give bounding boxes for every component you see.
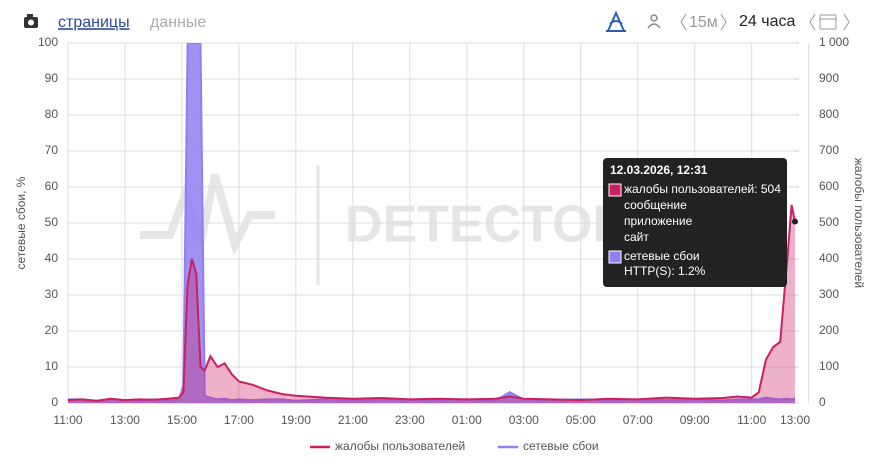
y-tick-label: 60 xyxy=(45,179,59,193)
series xyxy=(68,43,796,403)
x-tick-label: 01:00 xyxy=(452,413,482,427)
x-tick-label: 21:00 xyxy=(338,413,368,427)
tooltip-box xyxy=(603,158,787,287)
x-tick-label: 11:00 xyxy=(737,413,766,427)
x-tick-label: 11:00 xyxy=(53,413,82,427)
y2-axis-title: жалобы пользователей xyxy=(852,158,866,288)
x-tick-label: 13:00 xyxy=(110,413,140,427)
y2-tick-label: 900 xyxy=(819,71,839,85)
tooltip-line: жалобы пользователей: 504 xyxy=(624,182,781,196)
x-tick-label: 03:00 xyxy=(509,413,539,427)
y-tick-label: 80 xyxy=(45,107,59,121)
tooltip-line: HTTP(S): 1.2% xyxy=(624,264,706,278)
interval: 15м xyxy=(689,14,718,31)
legend-label[interactable]: жалобы пользователей xyxy=(335,439,465,453)
chart-mode-icon[interactable] xyxy=(606,10,626,32)
tooltip-line: приложение xyxy=(624,214,693,228)
x-tick-label: 23:00 xyxy=(395,413,425,427)
line xyxy=(68,43,796,403)
y-tick-label: 30 xyxy=(45,287,59,301)
tooltip-swatch xyxy=(608,183,622,197)
y2-tick-label: 800 xyxy=(819,107,839,121)
x-tick-label: 13:00 xyxy=(780,413,810,427)
y2-tick-label: 0 xyxy=(819,395,826,409)
tab-data[interactable]: данные xyxy=(150,14,206,31)
calendar-switch[interactable] xyxy=(809,13,850,31)
x-tick-label: 17:00 xyxy=(224,413,254,427)
y-tick-label: 40 xyxy=(45,251,59,265)
x-tick-label: 09:00 xyxy=(680,413,710,427)
series xyxy=(68,204,796,403)
y-tick-label: 90 xyxy=(45,71,59,85)
tooltip-line: сайт xyxy=(624,230,649,244)
y-tick-label: 70 xyxy=(45,143,59,157)
tooltip: 12.03.2026, 12:31 жалобы пользователей: … xyxy=(603,158,787,287)
y2-tick-label: 1 000 xyxy=(819,35,849,49)
x-tick-label: 05:00 xyxy=(566,413,596,427)
plot: 0 10 20 30 40 50 60 70 80 90 100 0 100 200 300 400 500 60… xyxy=(38,35,849,453)
x-tick-label: 07:00 xyxy=(623,413,653,427)
y-tick-label: 50 xyxy=(45,215,59,229)
y-tick-label: 100 xyxy=(38,35,58,49)
y-tick-label: 10 xyxy=(45,359,59,373)
y-tick-label: 0 xyxy=(51,395,58,409)
y2-tick-label: 500 xyxy=(819,215,839,229)
legend-label[interactable]: сетевые сбои xyxy=(523,439,599,453)
line xyxy=(68,204,796,402)
hover-marker xyxy=(792,218,798,225)
interval-switch[interactable]: 15м xyxy=(680,13,727,31)
y-axis-title: сетевые сбои, % xyxy=(14,176,28,269)
tooltip-line: сетевые сбои xyxy=(624,249,700,263)
y2-tick-label: 700 xyxy=(819,143,839,157)
tooltip-swatch xyxy=(608,250,622,264)
tooltip-line: сообщение xyxy=(624,198,687,212)
y2-tick-label: 300 xyxy=(819,287,839,301)
user-icon[interactable] xyxy=(647,14,661,29)
tab-pages[interactable]: страницы xyxy=(58,14,130,31)
y2-tick-label: 200 xyxy=(819,323,839,337)
y2-tick-label: 100 xyxy=(819,359,839,373)
y2-tick-label: 600 xyxy=(819,179,839,193)
x-tick-label: 15:00 xyxy=(167,413,197,427)
x-tick-label: 19:00 xyxy=(281,413,311,427)
y-tick-label: 20 xyxy=(45,323,59,337)
y2-tick-label: 400 xyxy=(819,251,839,265)
range[interactable]: 24 часа xyxy=(739,13,795,30)
camera-icon[interactable] xyxy=(24,14,38,28)
tooltip-time: 12.03.2026, 12:31 xyxy=(610,163,708,177)
